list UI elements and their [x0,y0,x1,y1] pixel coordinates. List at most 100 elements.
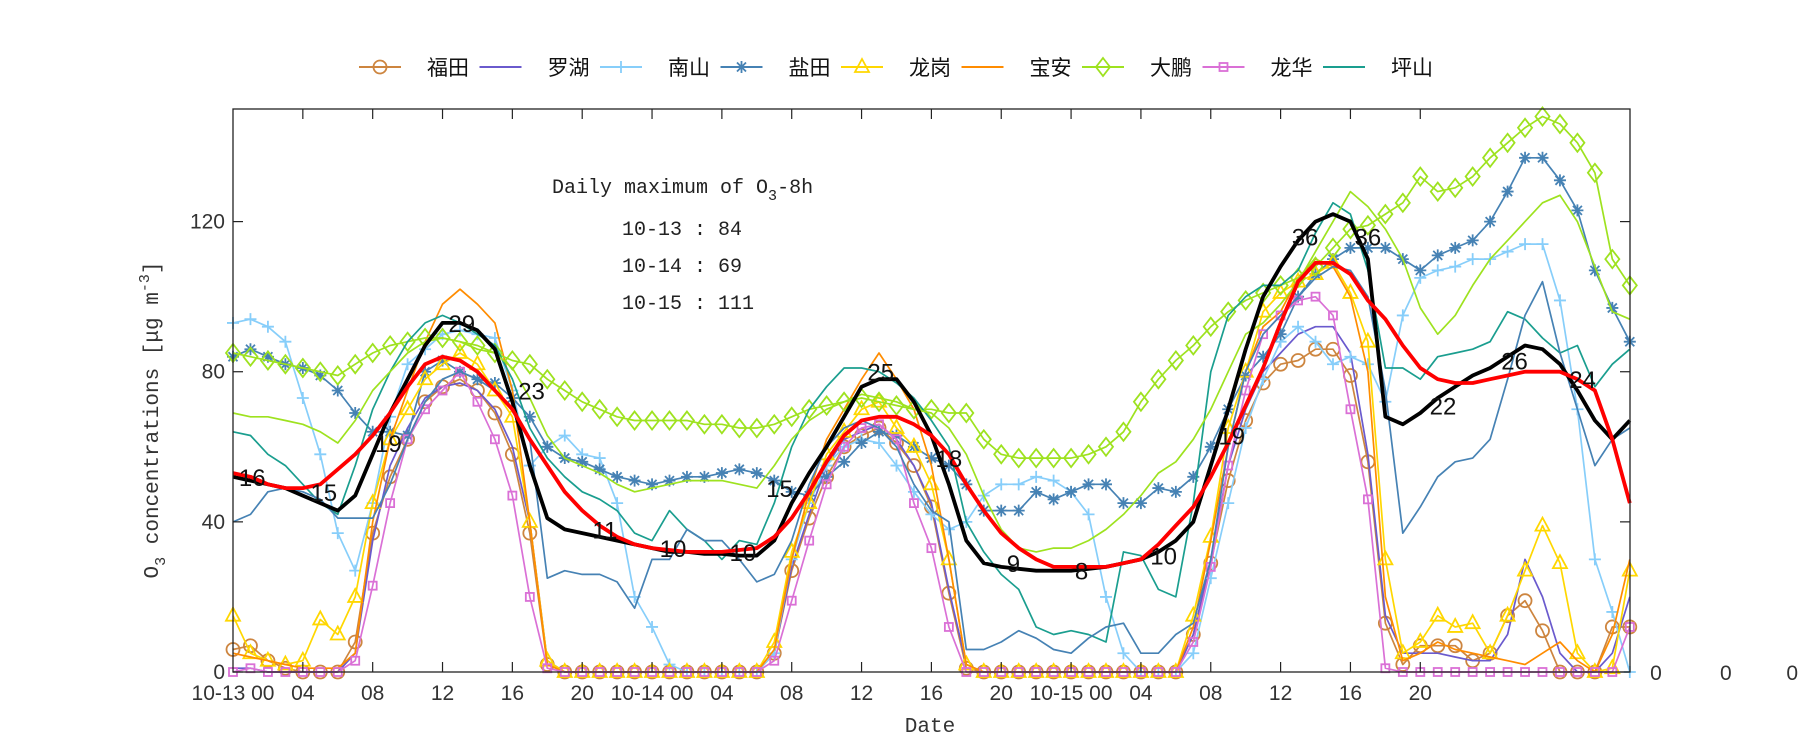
data-point-triangle [1429,605,1447,622]
data-point-asterisk [1047,493,1060,506]
data-point-diamond [1586,162,1604,184]
data-point-square [856,423,867,433]
x-tick-label: 20 [990,682,1013,705]
data-point-square [1205,562,1216,572]
annotation-line-3: 10-15 : 111 [622,293,754,316]
data-point-plus [1030,470,1043,483]
data-point-asterisk [576,455,589,468]
data-point-asterisk [925,452,938,465]
data-point-triangle [1603,658,1621,675]
daily-max-label: 23 [518,379,545,406]
series-line [232,190,1631,553]
data-point-plus [558,429,571,442]
data-point-asterisk [1169,485,1182,498]
data-point-square [769,655,780,666]
data-point-square [926,543,937,554]
daily-max-label: 15 [310,480,337,507]
data-point-asterisk [436,354,449,367]
daily-max-label: 9 [1007,551,1020,578]
data-point-square [1345,404,1356,415]
data-point-plus [314,448,327,461]
legend-marker-triangle [853,57,871,73]
data-point-plus [1519,238,1532,251]
data-point-plus [1553,294,1566,307]
data-point-triangle [887,418,905,434]
data-point-plus [646,620,659,633]
x-tick-label: 0 [1720,662,1732,685]
data-point-triangle [311,609,329,626]
data-point-diamond [1062,447,1080,469]
data-point-asterisk [1536,151,1549,164]
series-layer [224,106,1639,680]
series-aux-9 [232,190,1631,553]
data-point-plus [1344,350,1357,363]
data-point-asterisk [663,474,676,487]
data-point-asterisk [1204,440,1217,453]
data-point-plus [1536,238,1549,251]
x-tick-label: 08 [361,682,384,705]
data-point-triangle [940,549,958,566]
x-tick-label: 0 [1650,662,1662,685]
legend-item: 大鹏 [1082,56,1192,80]
x-tick-label: 04 [710,682,734,705]
data-point-diamond [940,402,958,424]
data-point-diamond [1499,132,1516,154]
data-point-asterisk [855,437,868,450]
data-point-asterisk [261,350,274,363]
data-point-asterisk [1501,185,1514,198]
data-point-triangle [434,354,452,371]
data-point-triangle [1481,643,1499,660]
data-point-square [1310,291,1321,302]
data-point-plus [1588,553,1601,566]
legend-label: 龙岗 [909,56,951,80]
annotation-title: Daily maximum of O3-8h [552,177,813,205]
legend-marker-circle [372,59,388,75]
data-point-square [367,580,378,591]
data-point-asterisk [733,463,746,476]
data-point-diamond [381,334,399,356]
annotation-line-1: 10-13 : 84 [622,219,742,242]
data-point-plus [1292,320,1305,333]
data-point-diamond [1010,447,1027,469]
data-point-asterisk [1344,241,1357,254]
data-point-plus [1396,309,1409,322]
data-point-triangle [468,354,486,371]
daily-max-label: 36 [1292,225,1319,252]
data-point-asterisk [768,474,781,487]
data-point-plus [1100,590,1112,603]
daily-max-label: 11 [592,517,617,544]
data-point-triangle [1272,283,1290,299]
data-point-square [1188,637,1199,647]
legend-item: 福田 [359,56,469,80]
x-tick-label: 04 [1129,682,1153,705]
data-point-circle [1273,356,1288,372]
data-point-asterisk [1519,151,1532,164]
data-point-asterisk [1100,478,1112,491]
legend-item: 龙华 [1202,56,1313,80]
data-point-plus [349,564,362,577]
data-point-square [1258,329,1269,340]
data-point-asterisk [349,407,362,420]
daily-max-label: 8 [1075,559,1088,586]
legend-marker-square [1218,62,1229,72]
daily-max-label: 29 [448,311,475,338]
legend-item: 盐田 [720,56,831,80]
data-point-plus [1239,422,1252,435]
daily-max-label: 10 [660,536,687,563]
data-point-diamond [1429,181,1446,203]
data-point-asterisk [331,384,344,397]
data-point-triangle [346,587,364,603]
x-tick-label: 20 [1409,682,1432,705]
data-point-triangle [451,343,469,359]
y-axis-label: O3 concentrations [μg m-3] [137,262,170,579]
data-point-diamond [1080,443,1097,465]
data-point-diamond [486,342,504,364]
data-point-asterisk [1030,485,1043,498]
data-point-plus [890,459,903,472]
daily-max-label: 22 [1430,394,1457,421]
data-point-asterisk [523,410,536,423]
data-point-diamond [1447,177,1464,199]
data-point-asterisk [820,470,833,483]
data-point-asterisk [1414,264,1427,277]
data-point-plus [1309,335,1322,348]
